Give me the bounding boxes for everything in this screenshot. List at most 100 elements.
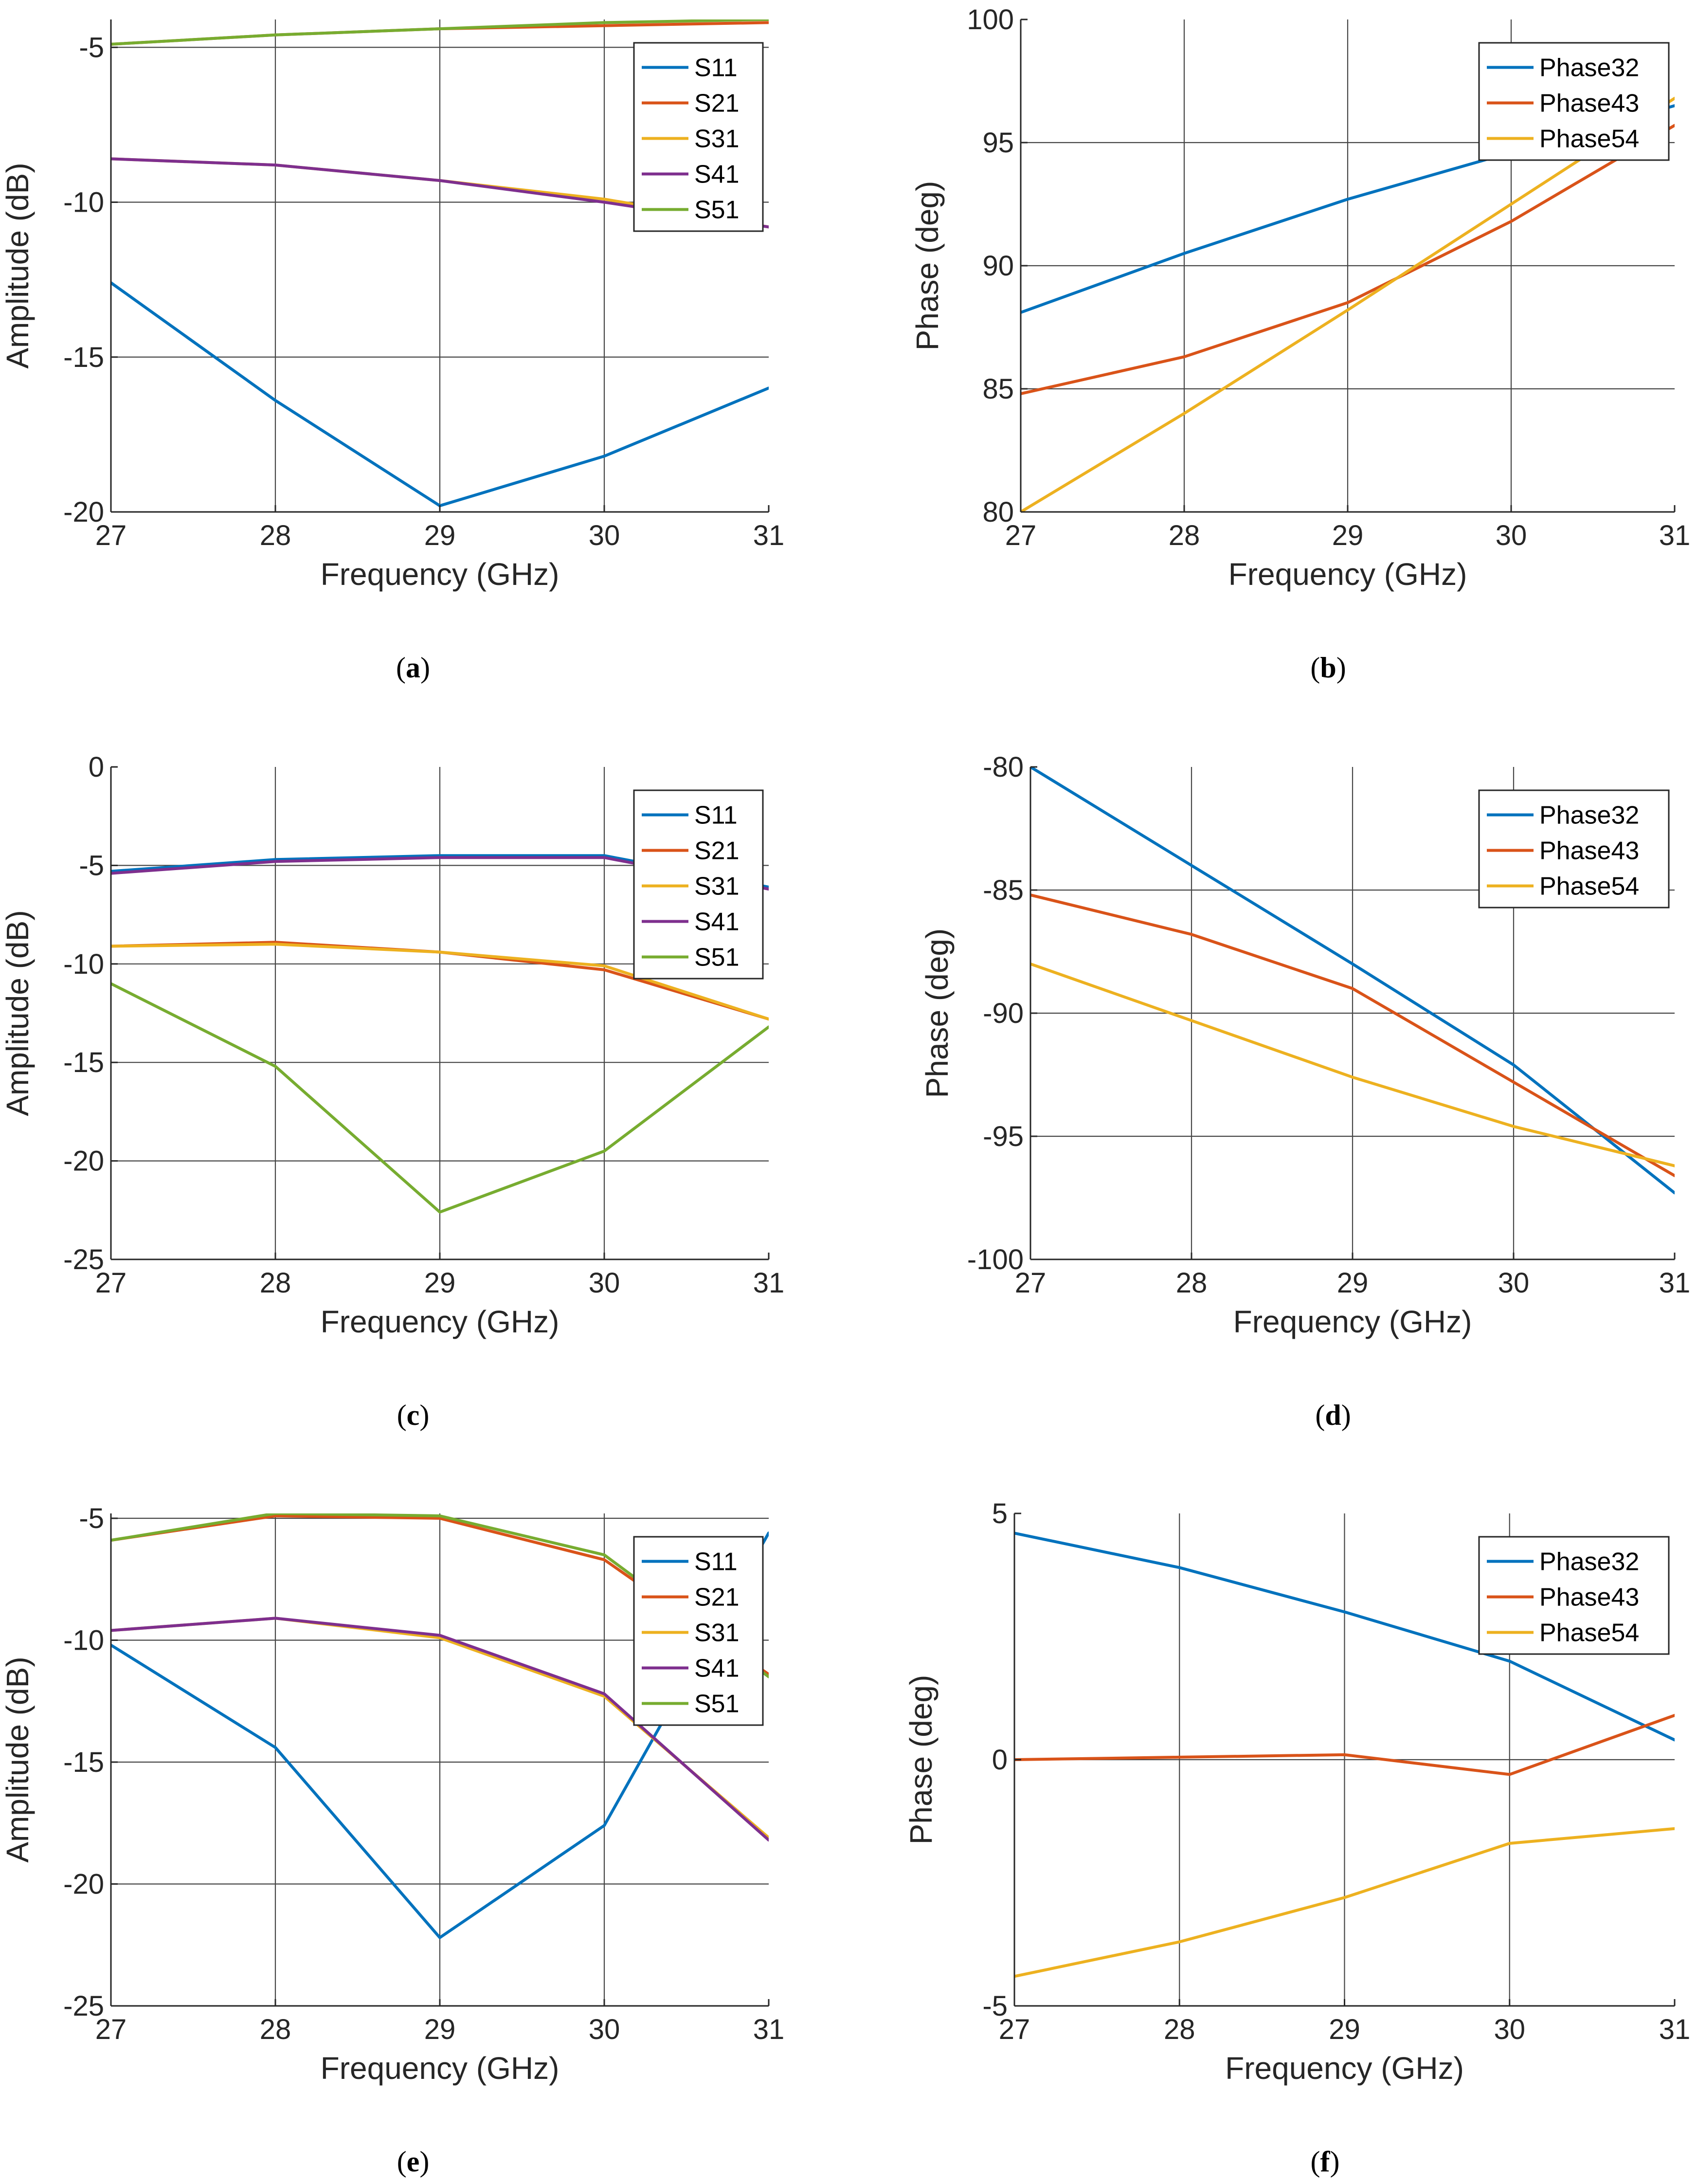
x-axis-label: Frequency (GHz) (1233, 1304, 1472, 1339)
series-line-phase54 (1021, 96, 1675, 512)
legend-label-phase54: Phase54 (1539, 125, 1639, 153)
x-tick-label: 29 (424, 520, 456, 551)
series-line-s41 (111, 1617, 769, 1842)
legend: Phase32 Phase43 Phase54 (1478, 42, 1670, 161)
legend-label-s31: S31 (694, 125, 740, 153)
caption-letter: f (1320, 2146, 1331, 2178)
panel-caption: (a) (396, 652, 430, 684)
x-tick-label: 29 (1332, 520, 1364, 551)
legend-label-phase32: Phase32 (1539, 1548, 1639, 1576)
legend-label-s51: S51 (694, 1690, 740, 1718)
y-tick-label: -85 (983, 874, 1024, 906)
x-tick-label: 28 (260, 1267, 291, 1299)
y-tick-label: -20 (63, 496, 104, 528)
x-tick-label: 27 (95, 1267, 127, 1299)
y-tick-label: 95 (982, 127, 1014, 159)
legend-label-s41: S41 (694, 161, 740, 189)
caption-letter: c (407, 1399, 420, 1431)
series-line-phase43 (1030, 893, 1675, 1177)
y-tick-label: 0 (89, 751, 104, 783)
y-tick-label: -5 (79, 1503, 104, 1534)
x-tick-label: 29 (1329, 2014, 1360, 2045)
x-tick-label: 28 (260, 2014, 291, 2045)
x-tick-label: 28 (1164, 2014, 1195, 2045)
caption-open-paren: ( (1311, 2146, 1320, 2178)
legend-label-s31: S31 (694, 873, 740, 901)
y-axis-label: Amplitude (dB) (0, 163, 35, 368)
y-tick-label: 5 (992, 1498, 1008, 1529)
legend-label-s41: S41 (694, 908, 740, 936)
series-line-phase43 (1014, 1713, 1675, 1776)
x-axis-label: Frequency (GHz) (321, 2051, 560, 2086)
y-tick-label: -5 (79, 32, 104, 63)
legend-label-s51: S51 (694, 196, 740, 224)
series-line-phase32 (1030, 767, 1675, 1195)
caption-open-paren: ( (397, 2146, 407, 2178)
legend-label-s51: S51 (694, 944, 740, 972)
y-axis-label: Phase (deg) (910, 181, 945, 351)
grid (111, 1513, 769, 2006)
chart-panel-b: 27 28 29 30 31 80 85 90 95 100 Frequency (GHz) Phas… (910, 4, 1690, 684)
legend-label-s21: S21 (694, 90, 740, 118)
chart-panel-d: 27 28 29 30 31 -100 -95 -90 -85 -80 Frequency (GHz… (920, 751, 1690, 1431)
y-tick-label: -25 (63, 1244, 104, 1275)
x-tick-label: 27 (95, 2014, 127, 2045)
caption-close-paren: ) (419, 2146, 429, 2178)
y-tick-label: -15 (63, 1047, 104, 1078)
caption-letter: b (1320, 652, 1336, 684)
legend-label-s11: S11 (694, 1548, 738, 1576)
x-tick-label: 27 (95, 520, 127, 551)
x-tick-label: 27 (999, 2014, 1030, 2045)
y-axis-label: Amplitude (dB) (0, 910, 35, 1116)
series-line-phase54 (1014, 1827, 1675, 1978)
y-tick-label: -20 (63, 1869, 104, 1900)
x-tick-label: 27 (1005, 520, 1037, 551)
chart-panel-c: 27 28 29 30 31 -25 -20 -15 -10 -5 0 Frequency (GHz)… (0, 751, 784, 1431)
grid (1021, 19, 1675, 512)
x-tick-label: 27 (1015, 1267, 1047, 1299)
legend-label-s21: S21 (694, 837, 740, 865)
legend-label-phase43: Phase43 (1539, 90, 1639, 118)
y-tick-label: -20 (63, 1146, 104, 1177)
caption-open-paren: ( (396, 652, 406, 684)
legend-label-phase32: Phase32 (1539, 54, 1639, 82)
y-tick-label: -15 (63, 1747, 104, 1778)
x-tick-label: 29 (424, 1267, 456, 1299)
y-tick-label: -5 (982, 1990, 1008, 2022)
panel-caption: (f) (1311, 2146, 1340, 2178)
legend-label-s11: S11 (694, 54, 738, 82)
series-group (1014, 1531, 1675, 1978)
y-tick-label: -90 (983, 998, 1024, 1029)
x-tick-label: 30 (1496, 520, 1527, 551)
y-axis-label: Phase (deg) (920, 928, 955, 1098)
legend-label-s21: S21 (694, 1583, 740, 1612)
caption-letter: a (406, 652, 420, 684)
x-tick-label: 29 (1337, 1267, 1369, 1299)
x-tick-label: 31 (753, 1267, 785, 1299)
y-tick-label: 0 (992, 1744, 1008, 1776)
x-tick-label: 30 (589, 2014, 620, 2045)
legend-label-s41: S41 (694, 1655, 740, 1683)
y-axis-label: Phase (deg) (903, 1675, 939, 1845)
y-axis-label: Amplitude (dB) (0, 1656, 35, 1862)
x-tick-label: 31 (1659, 1267, 1691, 1299)
x-axis-label: Frequency (GHz) (321, 1304, 560, 1339)
x-tick-label: 28 (1176, 1267, 1208, 1299)
y-tick-label: -10 (63, 1625, 104, 1656)
x-tick-label: 28 (1169, 520, 1200, 551)
y-tick-label: -10 (63, 187, 104, 218)
legend: Phase32 Phase43 Phase54 (1478, 1536, 1670, 1655)
series-group (1030, 767, 1675, 1195)
series-line-s51 (111, 982, 769, 1214)
caption-open-paren: ( (397, 1399, 407, 1431)
legend-label-phase43: Phase43 (1539, 1583, 1639, 1612)
legend: S11 S21 S31 S41 S51 (633, 789, 764, 980)
series-line-phase54 (1030, 962, 1675, 1167)
x-axis-label: Frequency (GHz) (1228, 557, 1467, 592)
caption-open-paren: ( (1310, 652, 1320, 684)
legend-label-phase54: Phase54 (1539, 873, 1639, 901)
caption-close-paren: ) (420, 652, 430, 684)
caption-letter: e (407, 2146, 420, 2178)
x-tick-label: 30 (1498, 1267, 1530, 1299)
